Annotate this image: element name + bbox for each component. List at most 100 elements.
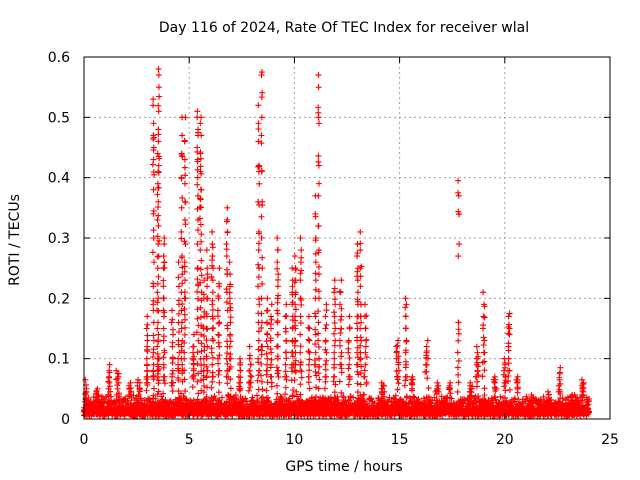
data-point [358, 319, 365, 326]
data-point [82, 376, 89, 383]
data-point [144, 321, 151, 328]
data-point [175, 283, 182, 290]
data-point [274, 295, 281, 302]
data-point [237, 367, 244, 374]
data-point [179, 411, 186, 418]
data-point [195, 390, 202, 397]
data-point [305, 379, 312, 386]
data-point [480, 342, 487, 349]
data-point [305, 313, 312, 320]
x-tick-label: 10 [285, 432, 303, 448]
data-point [505, 313, 512, 320]
data-point [181, 216, 188, 223]
data-point [306, 325, 313, 332]
data-point [315, 337, 322, 344]
data-point [354, 277, 361, 284]
data-point [331, 355, 338, 362]
data-point [179, 132, 186, 139]
data-point [354, 241, 361, 248]
data-point [283, 337, 290, 344]
data-point [502, 364, 509, 371]
data-point [274, 319, 281, 326]
data-point [203, 325, 210, 332]
data-point [160, 253, 167, 260]
data-point [357, 273, 364, 280]
data-point [215, 371, 222, 378]
data-point [114, 385, 121, 392]
data-point [204, 367, 211, 374]
data-point [513, 379, 520, 386]
data-point [198, 231, 205, 238]
data-point [203, 247, 210, 254]
data-point [226, 259, 233, 266]
data-point [154, 325, 161, 332]
data-point [150, 156, 157, 163]
data-point [357, 228, 364, 235]
data-point [181, 331, 188, 338]
data-point [305, 336, 312, 343]
data-point [209, 378, 216, 385]
data-point [160, 354, 167, 361]
data-point [208, 384, 215, 391]
data-point [505, 360, 512, 367]
data-point [254, 377, 261, 384]
data-point [479, 325, 486, 332]
data-point [216, 367, 223, 374]
data-point [424, 375, 431, 382]
data-point [345, 381, 352, 388]
data-point [226, 289, 233, 296]
data-point [268, 301, 275, 308]
data-point [197, 196, 204, 203]
data-point [258, 343, 265, 350]
data-point [227, 304, 234, 311]
y-tick-label: 0.6 [48, 50, 70, 66]
data-point [263, 387, 270, 394]
data-point [297, 343, 304, 350]
data-point [223, 241, 230, 248]
data-point [156, 93, 163, 100]
data-point [255, 261, 262, 268]
data-point [214, 307, 221, 314]
data-point [338, 313, 345, 320]
data-point [346, 313, 353, 320]
data-point [305, 324, 312, 331]
data-point [410, 393, 417, 400]
data-point [258, 213, 265, 220]
data-point [155, 162, 162, 169]
data-point [242, 395, 249, 402]
data-point [150, 227, 157, 234]
data-point [223, 253, 230, 260]
data-point [316, 376, 323, 383]
data-point [454, 349, 461, 356]
data-point [291, 253, 298, 260]
data-point [267, 313, 274, 320]
data-point [181, 198, 188, 205]
data-point [332, 325, 339, 332]
data-point [357, 283, 364, 290]
data-point [292, 337, 299, 344]
data-point [312, 270, 319, 277]
data-point [209, 325, 216, 332]
data-point [506, 331, 513, 338]
data-point [362, 343, 369, 350]
data-point [265, 398, 272, 405]
data-point [268, 383, 275, 390]
data-point [297, 259, 304, 266]
data-point [312, 277, 319, 284]
data-point [155, 204, 162, 211]
data-point [305, 361, 312, 368]
data-point [282, 373, 289, 380]
data-point [331, 330, 338, 337]
data-point [152, 395, 159, 402]
data-point [215, 389, 222, 396]
data-point [312, 286, 319, 293]
data-point [322, 346, 329, 353]
data-point [182, 324, 189, 331]
data-point [422, 369, 429, 376]
data-point [282, 368, 289, 375]
data-point [502, 387, 509, 394]
data-point [154, 253, 161, 260]
data-point [340, 393, 347, 400]
data-point [143, 355, 150, 362]
data-point [316, 355, 323, 362]
